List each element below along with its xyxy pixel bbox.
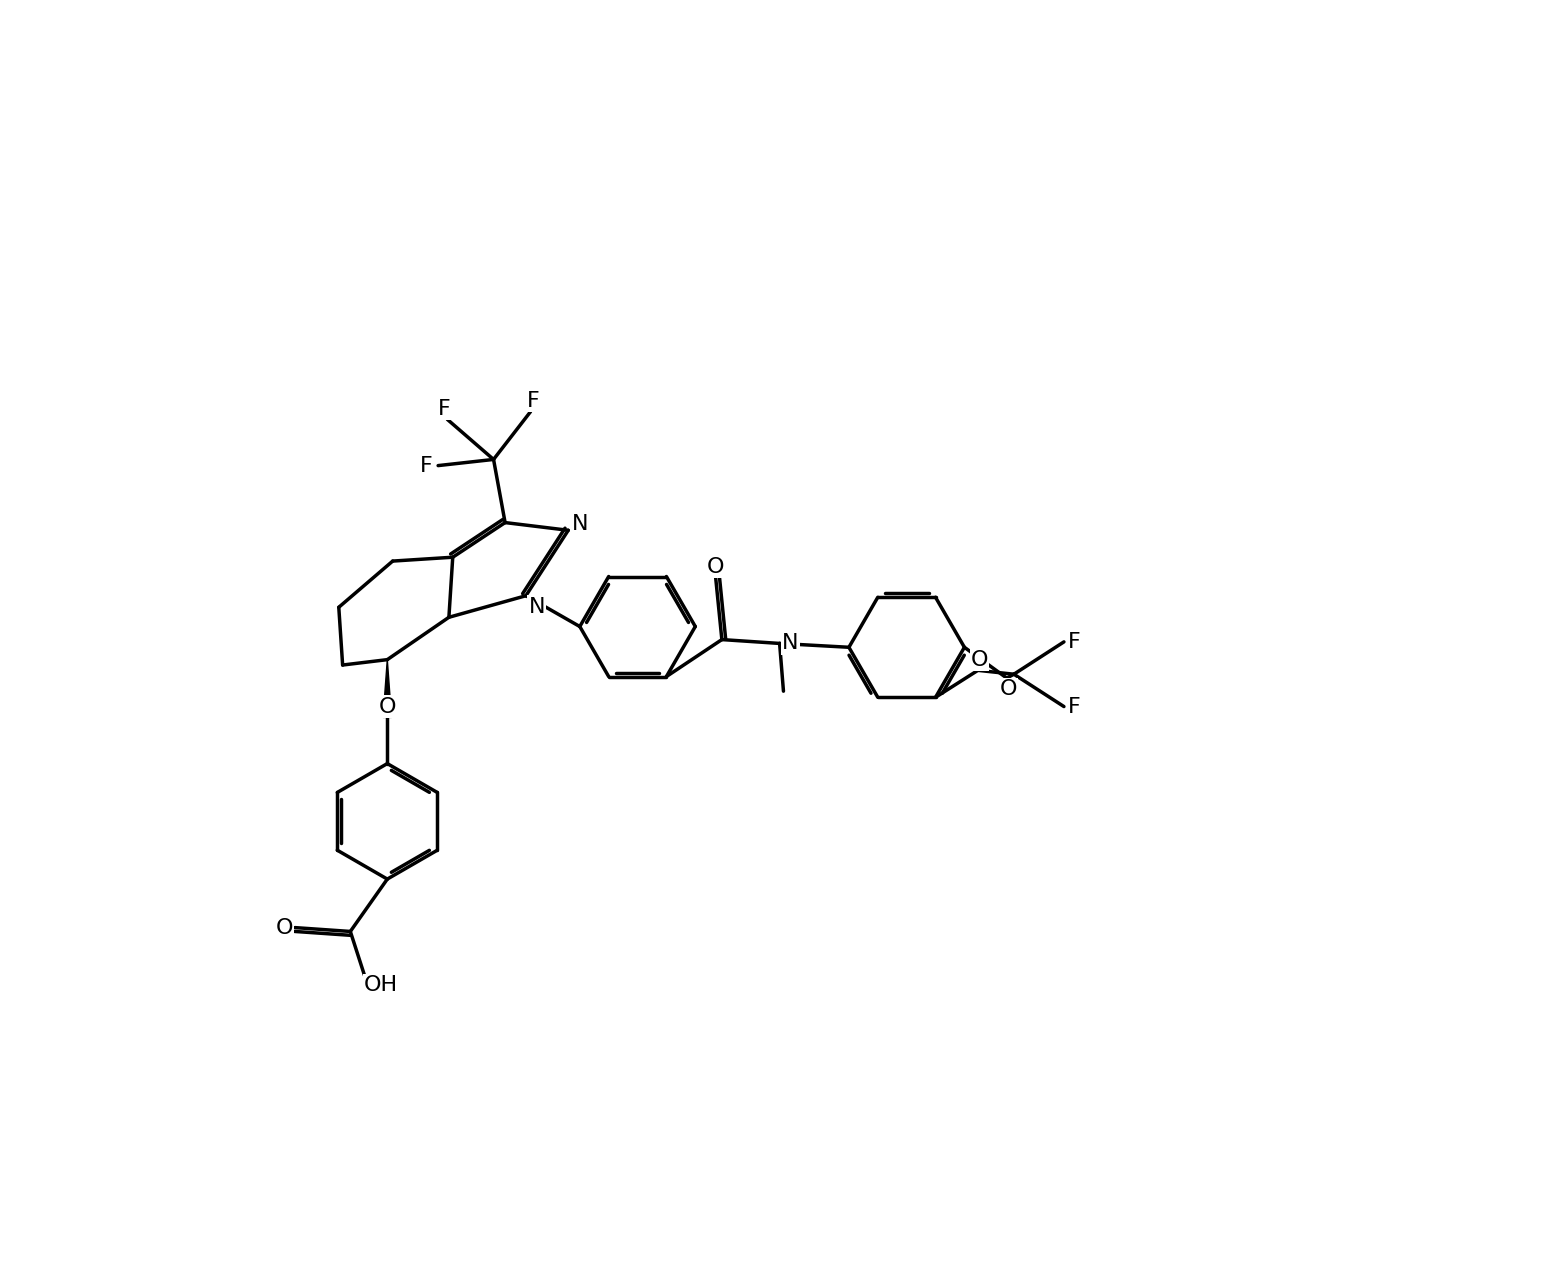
- Polygon shape: [383, 660, 391, 717]
- Text: O: O: [971, 650, 988, 670]
- Text: F: F: [527, 391, 541, 411]
- Text: N: N: [572, 514, 589, 534]
- Text: F: F: [1069, 697, 1081, 717]
- Text: N: N: [528, 597, 545, 617]
- Text: O: O: [276, 917, 293, 938]
- Text: O: O: [707, 558, 724, 577]
- Text: F: F: [1069, 632, 1081, 652]
- Text: O: O: [1000, 679, 1017, 699]
- Text: F: F: [438, 399, 450, 419]
- Text: OH: OH: [365, 976, 399, 996]
- Text: F: F: [419, 456, 432, 476]
- Text: N: N: [782, 634, 799, 654]
- Text: O: O: [379, 697, 396, 717]
